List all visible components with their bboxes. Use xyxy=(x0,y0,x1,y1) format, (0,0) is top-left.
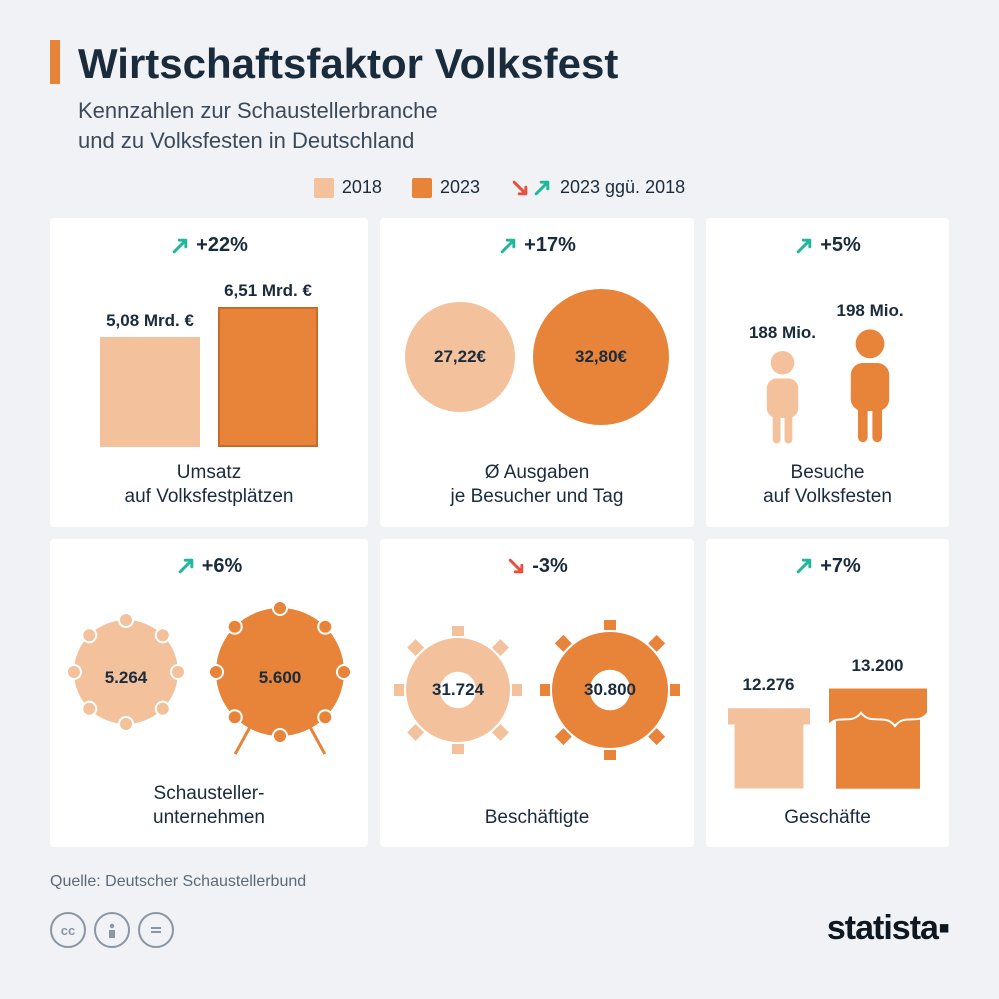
legend: 2018 2023 2023 ggü. 2018 xyxy=(50,177,949,198)
brand-logo: statista▪ xyxy=(827,909,949,948)
nd-icon xyxy=(138,912,174,948)
legend-2018: 2018 xyxy=(314,177,382,198)
header: Wirtschaftsfaktor Volksfest xyxy=(50,40,949,88)
page-title: Wirtschaftsfaktor Volksfest xyxy=(78,40,618,88)
svg-text:cc: cc xyxy=(61,923,75,938)
card-label: Besucheauf Volksfesten xyxy=(763,461,892,509)
change-indicator: +5% xyxy=(794,234,861,257)
card-geschaefte: +7% 12.276 13.200 Geschäfte xyxy=(706,539,949,848)
change-indicator: +6% xyxy=(176,555,243,578)
card-beschaeftigte: -3% 31.724 30.800 Beschäftigte xyxy=(380,539,694,848)
card-label: Beschäftigte xyxy=(485,806,590,830)
card-ausgaben: +17% 27,22€ 32,80€ Ø Ausgabenje Besucher… xyxy=(380,218,694,527)
card-label: Schausteller-unternehmen xyxy=(153,782,265,830)
cards-grid: +22% 5,08 Mrd. € 6,51 Mrd. € Umsatzauf V… xyxy=(50,218,949,847)
card-unternehmen: +6% 5.264 5.600 Schausteller-unternehmen xyxy=(50,539,368,848)
card-besuche: +5% 188 Mio. 198 Mio. Besucheauf Volksfe… xyxy=(706,218,949,527)
accent-bar xyxy=(50,40,60,84)
change-indicator: -3% xyxy=(506,555,568,578)
subtitle: Kennzahlen zur Schaustellerbrancheund zu… xyxy=(78,96,949,155)
change-indicator: +22% xyxy=(170,234,248,257)
legend-change: 2023 ggü. 2018 xyxy=(510,177,685,198)
card-label: Geschäfte xyxy=(784,806,871,830)
cc-icons: cc xyxy=(50,912,174,948)
legend-2023: 2023 xyxy=(412,177,480,198)
card-label: Ø Ausgabenje Besucher und Tag xyxy=(451,461,624,509)
card-label: Umsatzauf Volksfestplätzen xyxy=(125,461,294,509)
change-indicator: +17% xyxy=(498,234,576,257)
cc-icon: cc xyxy=(50,912,86,948)
footer: cc statista▪ xyxy=(50,909,949,948)
by-icon xyxy=(94,912,130,948)
card-umsatz: +22% 5,08 Mrd. € 6,51 Mrd. € Umsatzauf V… xyxy=(50,218,368,527)
source-text: Quelle: Deutscher Schaustellerbund xyxy=(50,873,949,891)
change-indicator: +7% xyxy=(794,555,861,578)
